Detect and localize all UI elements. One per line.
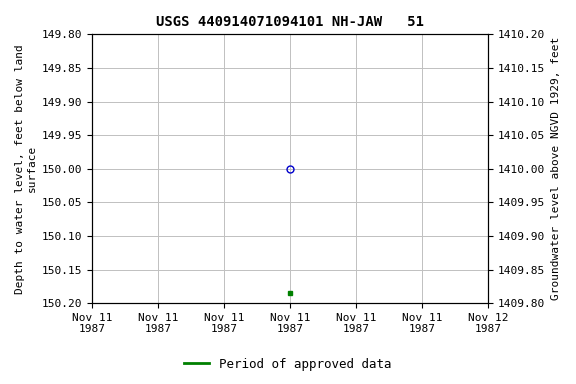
Y-axis label: Depth to water level, feet below land
surface: Depth to water level, feet below land su…	[15, 44, 37, 294]
Y-axis label: Groundwater level above NGVD 1929, feet: Groundwater level above NGVD 1929, feet	[551, 37, 561, 300]
Title: USGS 440914071094101 NH-JAW   51: USGS 440914071094101 NH-JAW 51	[157, 15, 425, 29]
Legend: Period of approved data: Period of approved data	[179, 353, 397, 376]
